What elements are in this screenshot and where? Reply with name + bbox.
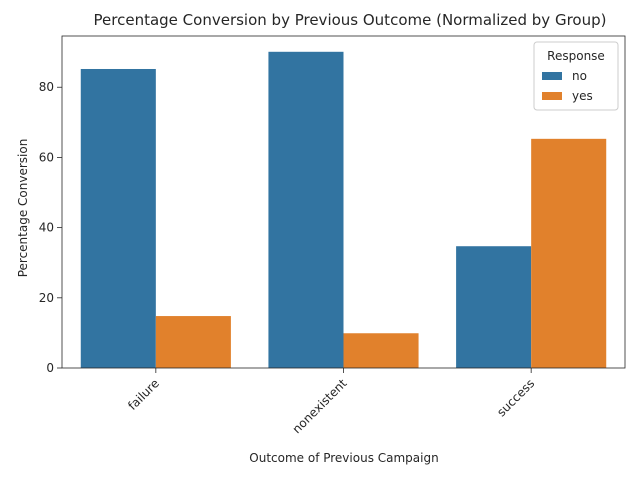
- y-tick-label: 80: [39, 80, 54, 94]
- x-tick-label: failure: [125, 376, 162, 413]
- chart-title: Percentage Conversion by Previous Outcom…: [94, 11, 607, 29]
- legend-swatch-no: [542, 72, 562, 80]
- legend-swatch-yes: [542, 92, 562, 100]
- bar-no-failure: [80, 68, 156, 368]
- y-tick-label: 20: [39, 291, 54, 305]
- bar-yes-success: [531, 138, 607, 368]
- legend: Response no yes: [533, 41, 619, 111]
- plot-frame: [61, 35, 626, 369]
- y-tick-label: 60: [39, 150, 54, 164]
- y-axis-label: Percentage Conversion: [16, 139, 30, 278]
- legend-label-yes: yes: [572, 89, 593, 103]
- legend-label-no: no: [572, 69, 587, 83]
- bar-no-success: [456, 246, 532, 368]
- x-axis-label: Outcome of Previous Campaign: [249, 451, 438, 465]
- bar-yes-failure: [155, 316, 231, 368]
- y-tick-label: 0: [46, 361, 54, 375]
- bar-no-nonexistent: [268, 51, 344, 368]
- legend-title: Response: [547, 49, 605, 63]
- x-tick-label: nonexistent: [290, 376, 350, 436]
- y-tick-label: 40: [39, 221, 54, 235]
- bar-yes-nonexistent: [343, 333, 419, 368]
- x-tick-label: success: [494, 376, 537, 419]
